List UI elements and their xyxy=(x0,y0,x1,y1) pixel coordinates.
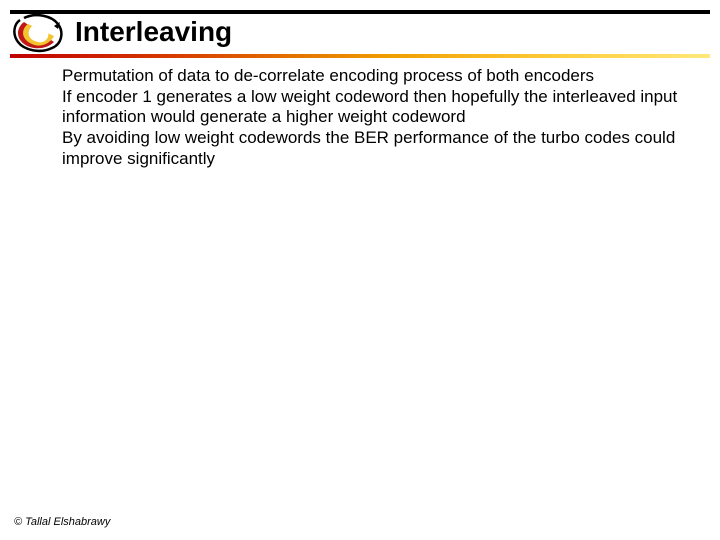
slide-title: Interleaving xyxy=(75,16,232,48)
bullet-item: If encoder 1 generates a low weight code… xyxy=(62,87,695,128)
gradient-rule xyxy=(10,54,710,58)
top-rule xyxy=(10,10,710,14)
bullet-item: Permutation of data to de-correlate enco… xyxy=(62,66,695,87)
bullet-item: By avoiding low weight codewords the BER… xyxy=(62,128,695,169)
body-content: Permutation of data to de-correlate enco… xyxy=(62,66,695,170)
footer-copyright: © Tallal Elshabrawy xyxy=(14,516,110,528)
slide-logo xyxy=(10,14,65,54)
